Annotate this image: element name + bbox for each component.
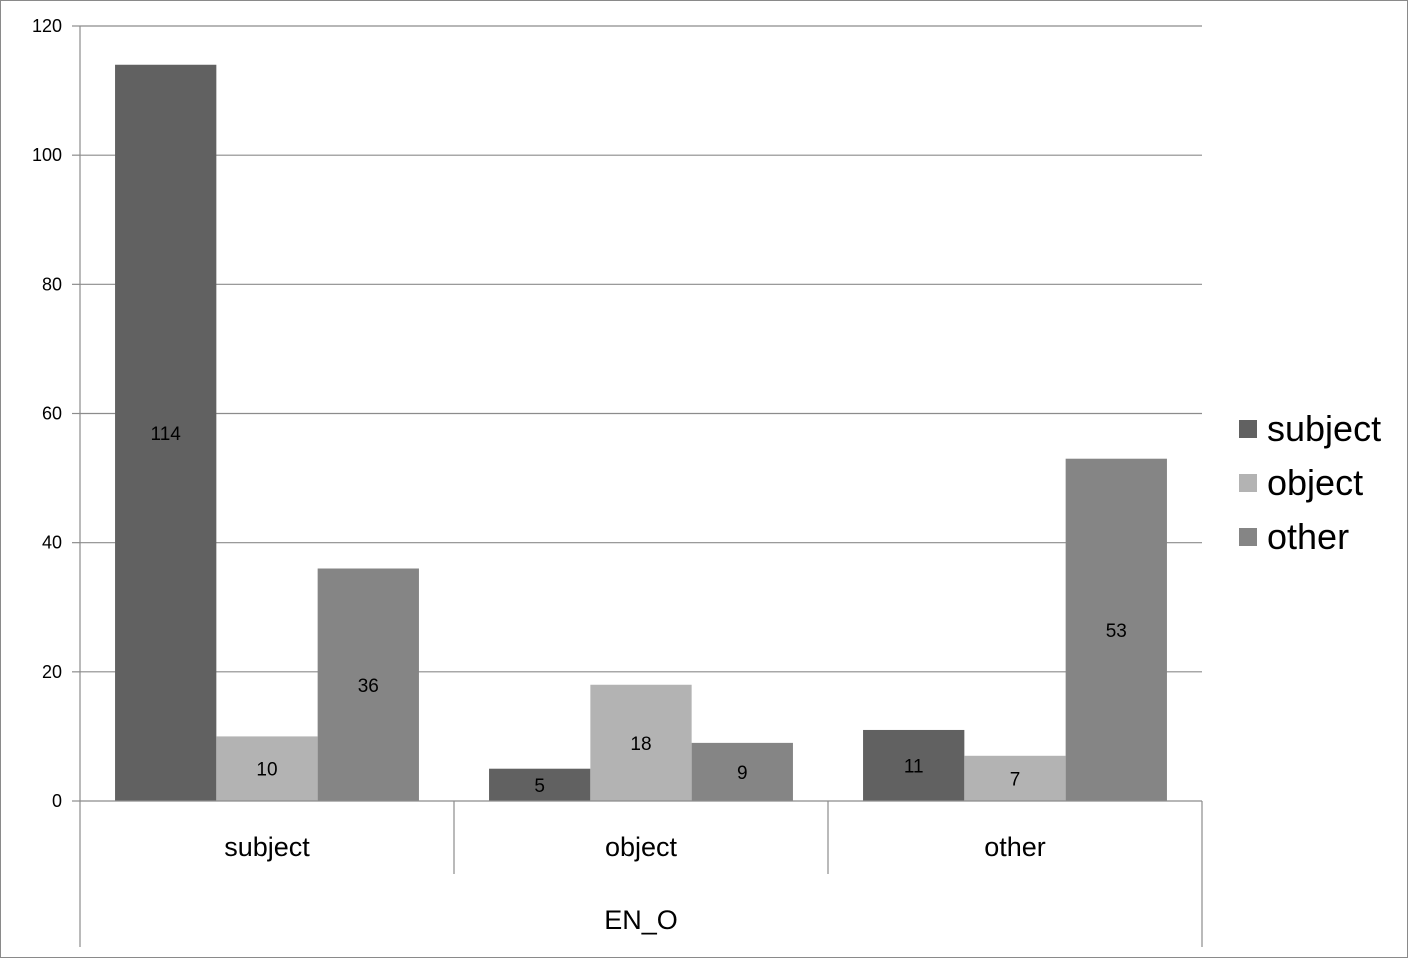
bars: 114 10 36 5 18 9 11 7 53 <box>115 64 1167 801</box>
category-label-other: other <box>984 832 1046 862</box>
data-label-subject-other: 36 <box>358 676 379 697</box>
legend: subject object other <box>1239 408 1381 557</box>
y-axis-ticks: 0 20 40 60 80 100 120 <box>32 16 80 811</box>
gridlines <box>80 25 1202 673</box>
axes <box>79 26 1203 947</box>
data-label-other-other: 53 <box>1106 621 1127 642</box>
data-label-object-other: 9 <box>737 763 748 784</box>
category-labels: subject object other <box>224 832 1046 862</box>
data-label-object-subject: 5 <box>534 776 545 797</box>
data-label-subject-subject: 114 <box>151 424 182 445</box>
legend-swatch-object <box>1239 474 1257 492</box>
bar-subject-object <box>216 736 318 801</box>
y-tick-label-60: 60 <box>42 404 62 424</box>
y-tick-label-0: 0 <box>52 791 62 811</box>
bar-subject-subject <box>115 64 217 801</box>
bar-subject-other <box>317 568 419 801</box>
data-label-object-object: 18 <box>630 734 651 755</box>
y-tick-label-120: 120 <box>32 16 62 36</box>
y-tick-label-100: 100 <box>32 145 62 165</box>
bar-other-object <box>964 755 1066 801</box>
bar-object-object <box>590 684 692 801</box>
y-tick-label-20: 20 <box>42 662 62 682</box>
bar-object-subject <box>489 768 591 801</box>
legend-label-subject: subject <box>1267 408 1381 449</box>
legend-swatch-subject <box>1239 420 1257 438</box>
category-label-subject: subject <box>224 832 310 862</box>
category-label-object: object <box>605 832 678 862</box>
legend-swatch-other <box>1239 528 1257 546</box>
bar-object-other <box>691 742 793 801</box>
y-tick-label-80: 80 <box>42 274 62 294</box>
bar-other-other <box>1065 458 1167 801</box>
data-label-subject-object: 10 <box>256 760 277 781</box>
data-label-other-subject: 11 <box>904 756 924 777</box>
y-tick-label-40: 40 <box>42 533 62 553</box>
bar-other-subject <box>863 729 965 801</box>
legend-label-object: object <box>1267 462 1363 503</box>
data-label-other-object: 7 <box>1010 769 1021 790</box>
group-axis-label: EN_O <box>604 905 678 935</box>
legend-label-other: other <box>1267 516 1349 557</box>
